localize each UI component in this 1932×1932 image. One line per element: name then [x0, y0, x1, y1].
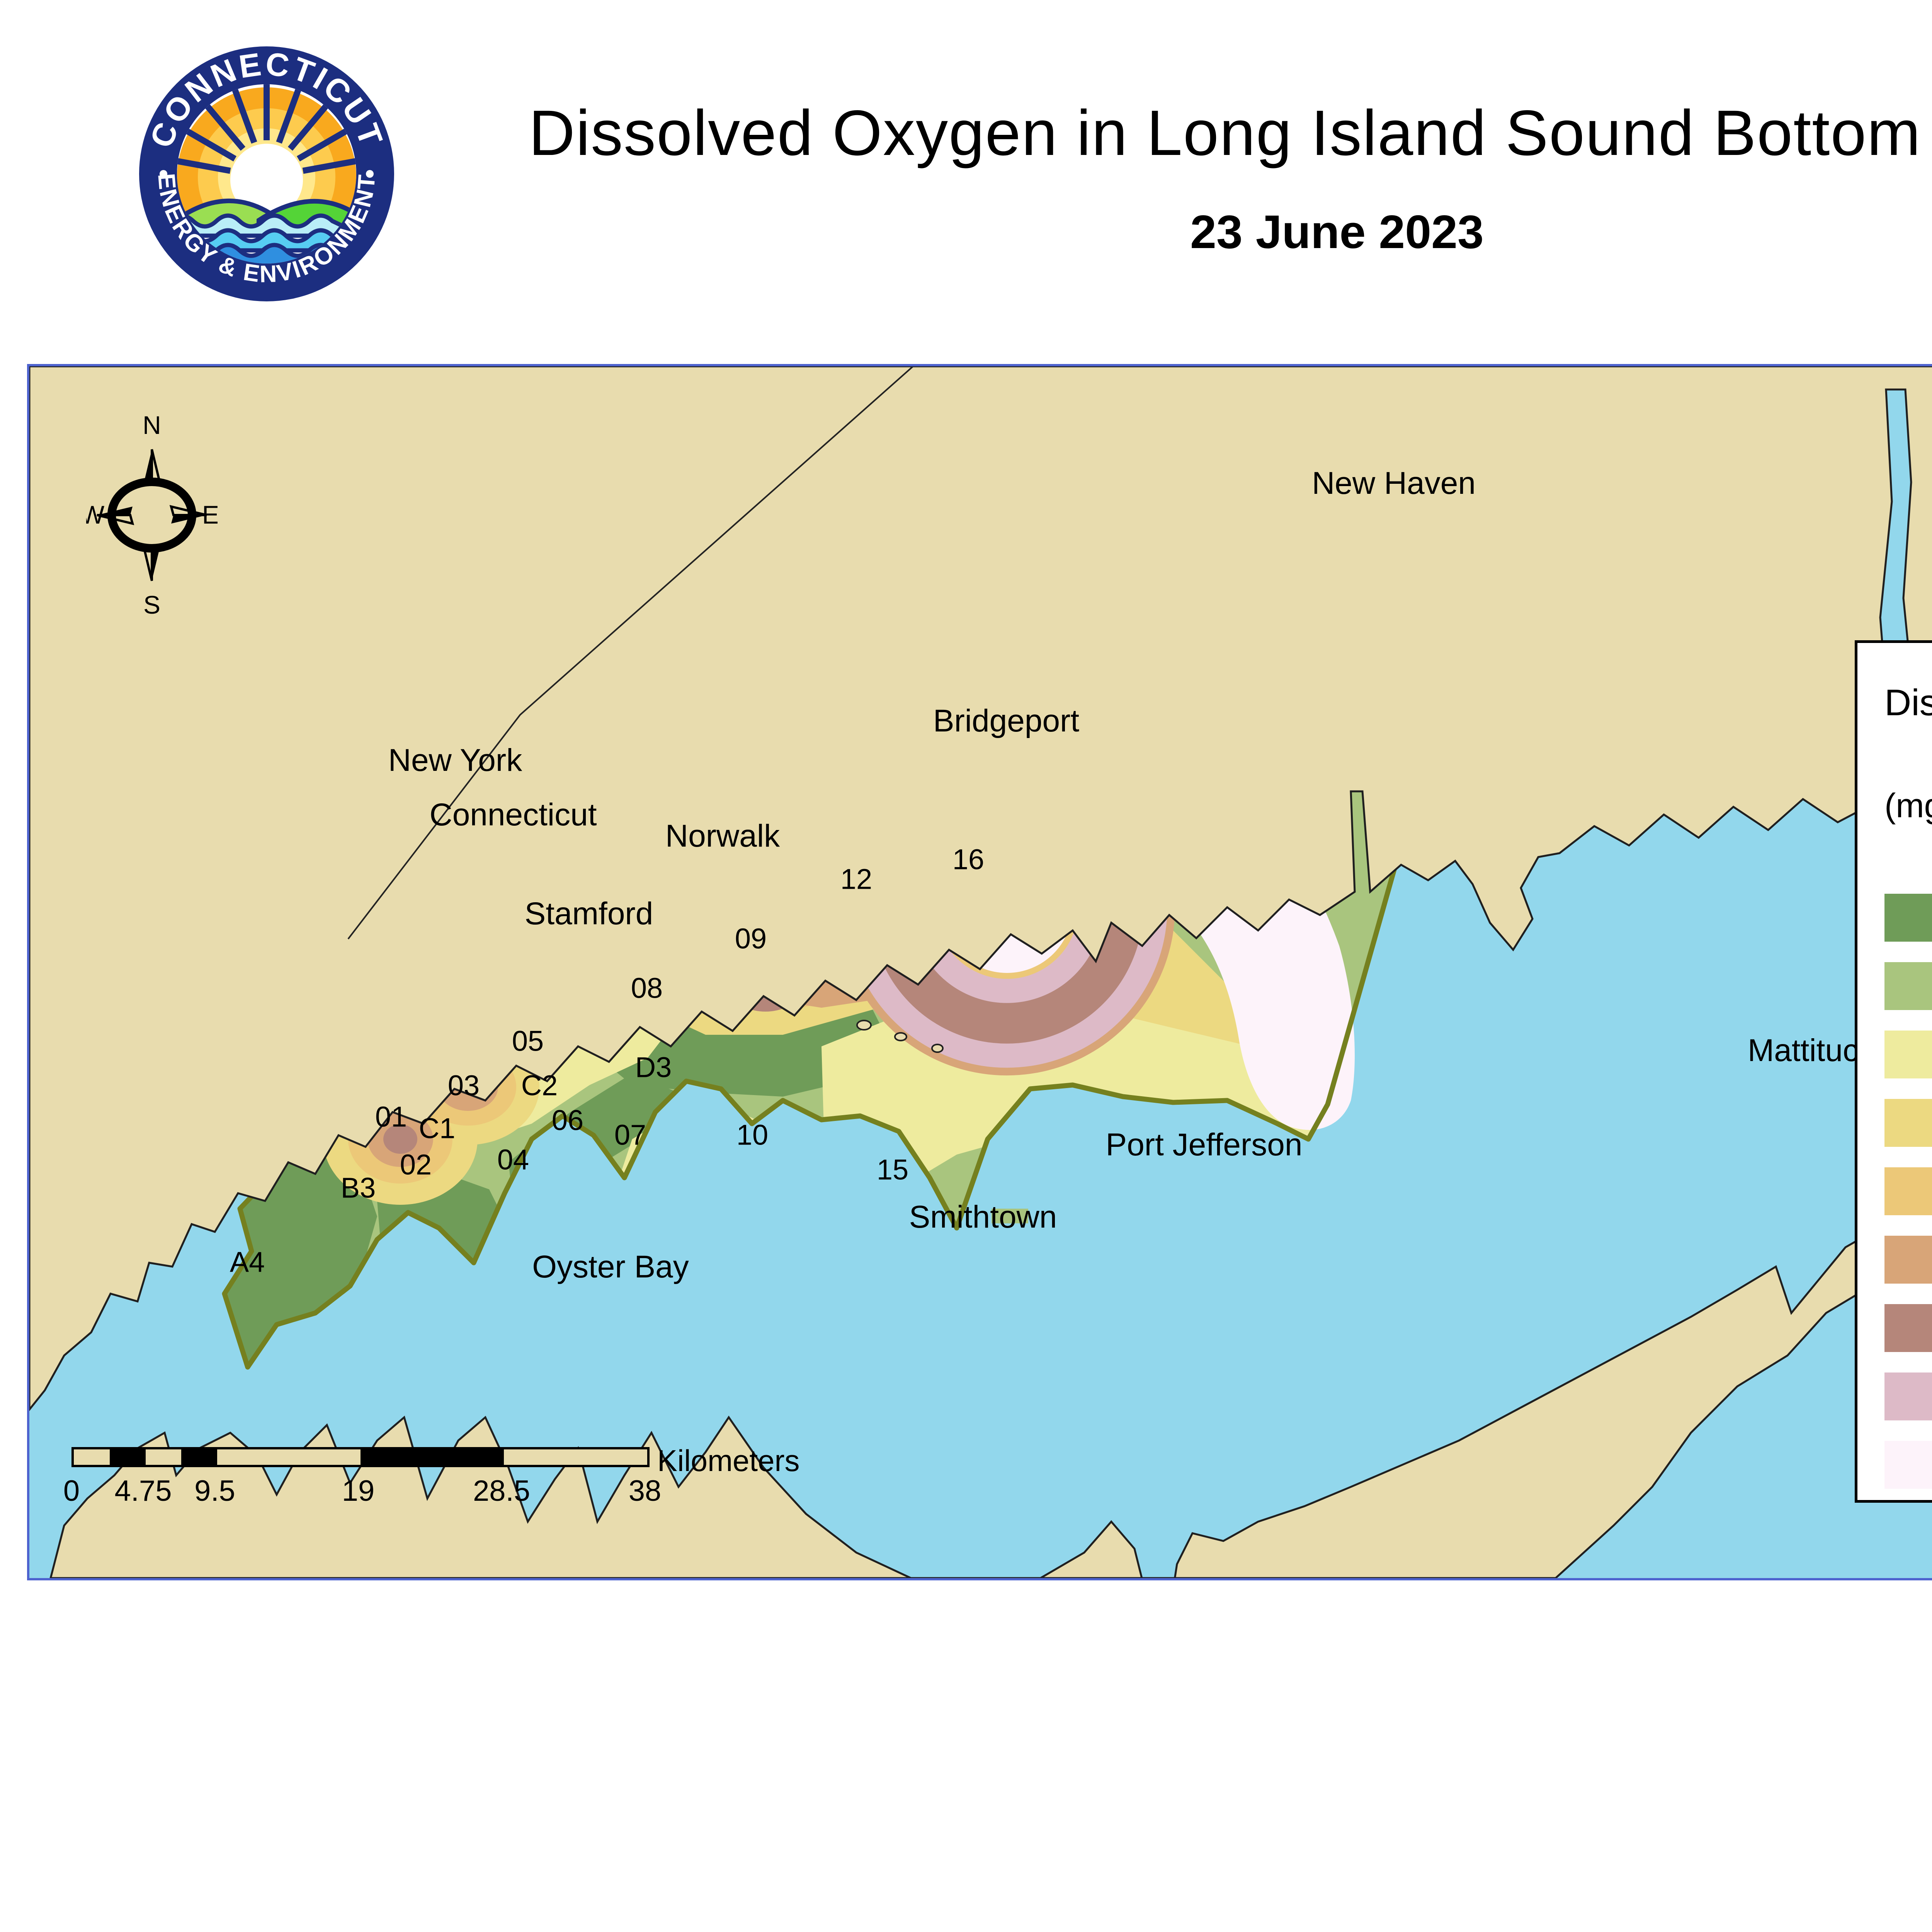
station-label-a4: A4: [230, 1246, 265, 1278]
scale-bar-ticks: Kilometers 0 4.75 9.5 19 28.5 38: [63, 1444, 800, 1510]
legend-unit: (mg/L): [1884, 786, 1932, 825]
legend-row: 7.576 - 7.618: [1884, 1225, 1932, 1294]
legend-swatch-8: [1884, 1372, 1932, 1420]
station-label-08: 08: [631, 972, 663, 1004]
scale-bar-tick: 28.5: [473, 1475, 530, 1507]
legend-row: 6.89 - 7.2: [1884, 952, 1932, 1020]
scale-bar-segment: [145, 1449, 182, 1465]
city-label-stamford: Stamford: [524, 896, 653, 931]
station-label-15: 15: [876, 1153, 909, 1186]
city-label-new-haven: New Haven: [1312, 466, 1476, 501]
scale-bar-bar: [71, 1447, 650, 1467]
city-label-smithtown: Smithtown: [909, 1199, 1057, 1235]
map-geography: [29, 366, 1932, 1578]
city-label-mattituck: Mattituck: [1747, 1033, 1875, 1068]
legend-swatch-6: [1884, 1235, 1932, 1284]
station-label-06: 06: [551, 1104, 584, 1136]
scale-bar-tick: 19: [342, 1475, 375, 1507]
city-label-norwalk: Norwalk: [665, 818, 780, 854]
compass-e-label: E: [202, 500, 218, 529]
legend-swatch-7: [1884, 1304, 1932, 1352]
station-label-c2: C2: [521, 1069, 558, 1102]
legend-row: 7.619 - 7.644: [1884, 1294, 1932, 1362]
scale-bar-segment: [217, 1449, 361, 1465]
land-long-island: [49, 1197, 1932, 1578]
map-canvas: [27, 364, 1932, 1580]
city-label-new-york: New York: [388, 743, 522, 778]
station-label-10: 10: [736, 1119, 769, 1151]
compass-n-label: N: [143, 411, 161, 439]
legend-swatch-3: [1884, 1030, 1932, 1078]
scale-bar: Kilometers 0 4.75 9.5 19 28.5 38: [63, 1444, 800, 1510]
legend-row: 7.645 - 7.66: [1884, 1362, 1932, 1430]
scale-bar-tick: 0: [63, 1475, 80, 1507]
scale-bar-segment: [74, 1449, 110, 1465]
scale-bar-segment: [504, 1449, 647, 1465]
station-label-04: 04: [497, 1143, 529, 1176]
scale-bar-tick: 4.75: [114, 1475, 172, 1507]
station-label-c1: C1: [418, 1112, 456, 1145]
legend-entries: 6.381 - 6.8896.89 - 7.27.201 - 7.3897.39…: [1884, 883, 1932, 1499]
compass-w-label: W: [86, 500, 105, 529]
compass-rose-icon: N S E W: [86, 411, 218, 619]
station-label-16: 16: [952, 843, 985, 876]
legend-swatch-5: [1884, 1167, 1932, 1215]
station-label-05: 05: [512, 1025, 544, 1057]
legend-row: 7.506 - 7.575: [1884, 1157, 1932, 1225]
scale-bar-unit: Kilometers: [657, 1444, 800, 1478]
station-label-d3: D3: [635, 1051, 672, 1083]
title-block: Dissolved Oxygen in Long Island Sound Bo…: [487, 97, 1932, 259]
station-label-03: 03: [447, 1069, 480, 1102]
station-label-01: 01: [375, 1100, 407, 1133]
legend-row: 6.381 - 6.889: [1884, 883, 1932, 952]
legend-row: 7.661 - 7.67: [1884, 1430, 1932, 1499]
station-label-12: 12: [840, 863, 872, 895]
station-label-02: 02: [400, 1148, 432, 1181]
city-label-connecticut: Connecticut: [429, 797, 597, 832]
legend-title: Dissolved Oxygen: [1884, 682, 1932, 723]
ct-energy-environment-logo-icon: CONNECTICUT ENERGY & ENVIRONMENT: [139, 45, 394, 301]
scale-bar-tick: 9.5: [194, 1475, 235, 1507]
land-mainland-north: [29, 366, 1932, 1412]
legend: Dissolved Oxygen (mg/L) 6.381 - 6.8896.8…: [1855, 640, 1932, 1503]
compass-s-label: S: [143, 590, 160, 619]
norwalk-islands: [856, 1020, 944, 1053]
city-label-oyster-bay: Oyster Bay: [532, 1249, 689, 1284]
legend-swatch-2: [1884, 962, 1932, 1010]
station-15-marker: [992, 1209, 1028, 1223]
legend-swatch-9: [1884, 1440, 1932, 1489]
city-label-port-jefferson: Port Jefferson: [1105, 1127, 1303, 1162]
page-subtitle: 23 June 2023: [1190, 206, 1484, 258]
station-label-09: 09: [735, 922, 767, 955]
do-core-brown-01: [383, 1124, 417, 1154]
state-boundary-line: [347, 366, 914, 940]
station-label-07: 07: [614, 1119, 646, 1151]
legend-row: 7.201 - 7.389: [1884, 1020, 1932, 1088]
city-label-bridgeport: Bridgeport: [933, 703, 1080, 738]
legend-swatch-4: [1884, 1099, 1932, 1147]
scale-bar-tick: 38: [628, 1475, 662, 1507]
legend-swatch-1: [1884, 893, 1932, 942]
station-label-b3: B3: [340, 1172, 376, 1204]
page-title: Dissolved Oxygen in Long Island Sound Bo…: [529, 97, 1932, 169]
legend-row: 7.39 - 7.505: [1884, 1088, 1932, 1157]
